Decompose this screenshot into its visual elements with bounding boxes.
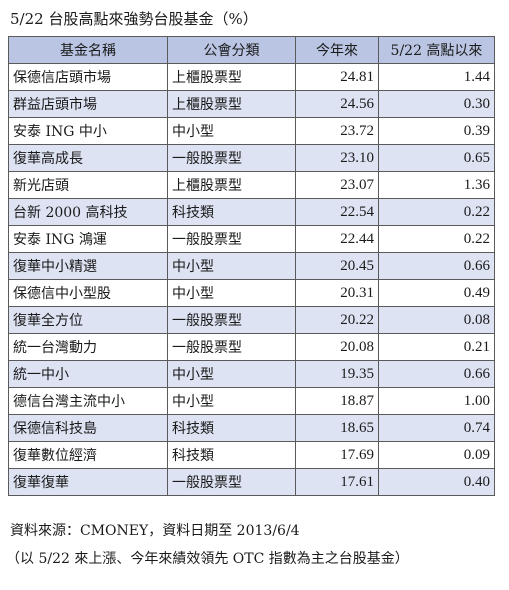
cell-fund-name: 群益店頭市場 <box>8 90 168 118</box>
cell-category: 科技類 <box>167 441 296 469</box>
cell-category: 上櫃股票型 <box>167 90 296 118</box>
cell-category: 一般股票型 <box>167 306 296 334</box>
header-since-high: 5/22 高點以來 <box>378 36 495 64</box>
cell-fund-name: 保德信中小型股 <box>8 279 168 307</box>
cell-since-high: 1.36 <box>378 171 495 199</box>
table-row: 保德信科技島 科技類 18.65 0.74 <box>8 414 495 442</box>
cell-category: 上櫃股票型 <box>167 63 296 91</box>
table-row: 群益店頭市場 上櫃股票型 24.56 0.30 <box>8 90 495 118</box>
cell-since-high: 0.09 <box>378 441 495 469</box>
data-source: 資料來源：CMONEY，資料日期至 2013/6/4 <box>10 523 300 539</box>
header-ytd: 今年來 <box>295 36 379 64</box>
table-title: 5/22 台股高點來強勢台股基金（%） <box>10 10 258 28</box>
cell-since-high: 0.66 <box>378 252 495 280</box>
cell-ytd: 18.65 <box>295 414 379 442</box>
table-row: 統一中小 中小型 19.35 0.66 <box>8 360 495 388</box>
cell-category: 科技類 <box>167 198 296 226</box>
cell-since-high: 0.40 <box>378 468 495 496</box>
table-row: 復華全方位 一般股票型 20.22 0.08 <box>8 306 495 334</box>
table-row: 安泰 ING 中小 中小型 23.72 0.39 <box>8 117 495 145</box>
cell-category: 一般股票型 <box>167 333 296 361</box>
cell-since-high: 0.49 <box>378 279 495 307</box>
table-body: 保德信店頭市場 上櫃股票型 24.81 1.44 群益店頭市場 上櫃股票型 24.56 0.3… <box>8 63 495 496</box>
cell-fund-name: 台新 2000 高科技 <box>8 198 168 226</box>
cell-since-high: 0.39 <box>378 117 495 145</box>
fund-performance-table: 基金名稱 公會分類 今年來 5/22 高點以來 保德信店頭市場 上櫃股票型 24.8… <box>8 36 495 496</box>
cell-ytd: 23.07 <box>295 171 379 199</box>
table-row: 德信台灣主流中小 中小型 18.87 1.00 <box>8 387 495 415</box>
cell-fund-name: 復華數位經濟 <box>8 441 168 469</box>
cell-category: 一般股票型 <box>167 468 296 496</box>
cell-since-high: 0.21 <box>378 333 495 361</box>
cell-fund-name: 復華中小精選 <box>8 252 168 280</box>
cell-fund-name: 安泰 ING 中小 <box>8 117 168 145</box>
header-fund-name: 基金名稱 <box>8 36 168 64</box>
cell-category: 一般股票型 <box>167 144 296 172</box>
cell-fund-name: 新光店頭 <box>8 171 168 199</box>
cell-ytd: 24.81 <box>295 63 379 91</box>
table-row: 保德信店頭市場 上櫃股票型 24.81 1.44 <box>8 63 495 91</box>
cell-category: 科技類 <box>167 414 296 442</box>
cell-ytd: 23.72 <box>295 117 379 145</box>
table-row: 新光店頭 上櫃股票型 23.07 1.36 <box>8 171 495 199</box>
cell-since-high: 0.22 <box>378 198 495 226</box>
cell-ytd: 24.56 <box>295 90 379 118</box>
table-row: 台新 2000 高科技 科技類 22.54 0.22 <box>8 198 495 226</box>
cell-ytd: 20.22 <box>295 306 379 334</box>
cell-fund-name: 保德信店頭市場 <box>8 63 168 91</box>
cell-category: 中小型 <box>167 279 296 307</box>
cell-ytd: 17.61 <box>295 468 379 496</box>
cell-since-high: 0.22 <box>378 225 495 253</box>
cell-ytd: 22.54 <box>295 198 379 226</box>
cell-fund-name: 安泰 ING 鴻運 <box>8 225 168 253</box>
cell-fund-name: 復華復華 <box>8 468 168 496</box>
table-row: 安泰 ING 鴻運 一般股票型 22.44 0.22 <box>8 225 495 253</box>
cell-since-high: 1.00 <box>378 387 495 415</box>
cell-fund-name: 德信台灣主流中小 <box>8 387 168 415</box>
table-row: 復華復華 一般股票型 17.61 0.40 <box>8 468 495 496</box>
cell-fund-name: 復華高成長 <box>8 144 168 172</box>
cell-ytd: 17.69 <box>295 441 379 469</box>
cell-category: 中小型 <box>167 360 296 388</box>
table-row: 復華高成長 一般股票型 23.10 0.65 <box>8 144 495 172</box>
cell-category: 中小型 <box>167 117 296 145</box>
cell-fund-name: 保德信科技島 <box>8 414 168 442</box>
cell-fund-name: 統一中小 <box>8 360 168 388</box>
cell-since-high: 0.66 <box>378 360 495 388</box>
table-row: 統一台灣動力 一般股票型 20.08 0.21 <box>8 333 495 361</box>
cell-since-high: 0.30 <box>378 90 495 118</box>
table-row: 復華數位經濟 科技類 17.69 0.09 <box>8 441 495 469</box>
cell-since-high: 1.44 <box>378 63 495 91</box>
cell-category: 一般股票型 <box>167 225 296 253</box>
header-category: 公會分類 <box>167 36 296 64</box>
cell-since-high: 0.74 <box>378 414 495 442</box>
table-header-row: 基金名稱 公會分類 今年來 5/22 高點以來 <box>8 36 495 64</box>
cell-ytd: 23.10 <box>295 144 379 172</box>
cell-ytd: 20.08 <box>295 333 379 361</box>
cell-since-high: 0.65 <box>378 144 495 172</box>
cell-since-high: 0.08 <box>378 306 495 334</box>
cell-ytd: 22.44 <box>295 225 379 253</box>
cell-category: 上櫃股票型 <box>167 171 296 199</box>
table-row: 復華中小精選 中小型 20.45 0.66 <box>8 252 495 280</box>
cell-category: 中小型 <box>167 252 296 280</box>
footnote: （以 5/22 來上漲、今年來績效領先 OTC 指數為主之台股基金） <box>6 551 409 567</box>
cell-ytd: 20.45 <box>295 252 379 280</box>
cell-ytd: 18.87 <box>295 387 379 415</box>
cell-category: 中小型 <box>167 387 296 415</box>
cell-ytd: 20.31 <box>295 279 379 307</box>
cell-fund-name: 復華全方位 <box>8 306 168 334</box>
cell-ytd: 19.35 <box>295 360 379 388</box>
cell-fund-name: 統一台灣動力 <box>8 333 168 361</box>
table-row: 保德信中小型股 中小型 20.31 0.49 <box>8 279 495 307</box>
